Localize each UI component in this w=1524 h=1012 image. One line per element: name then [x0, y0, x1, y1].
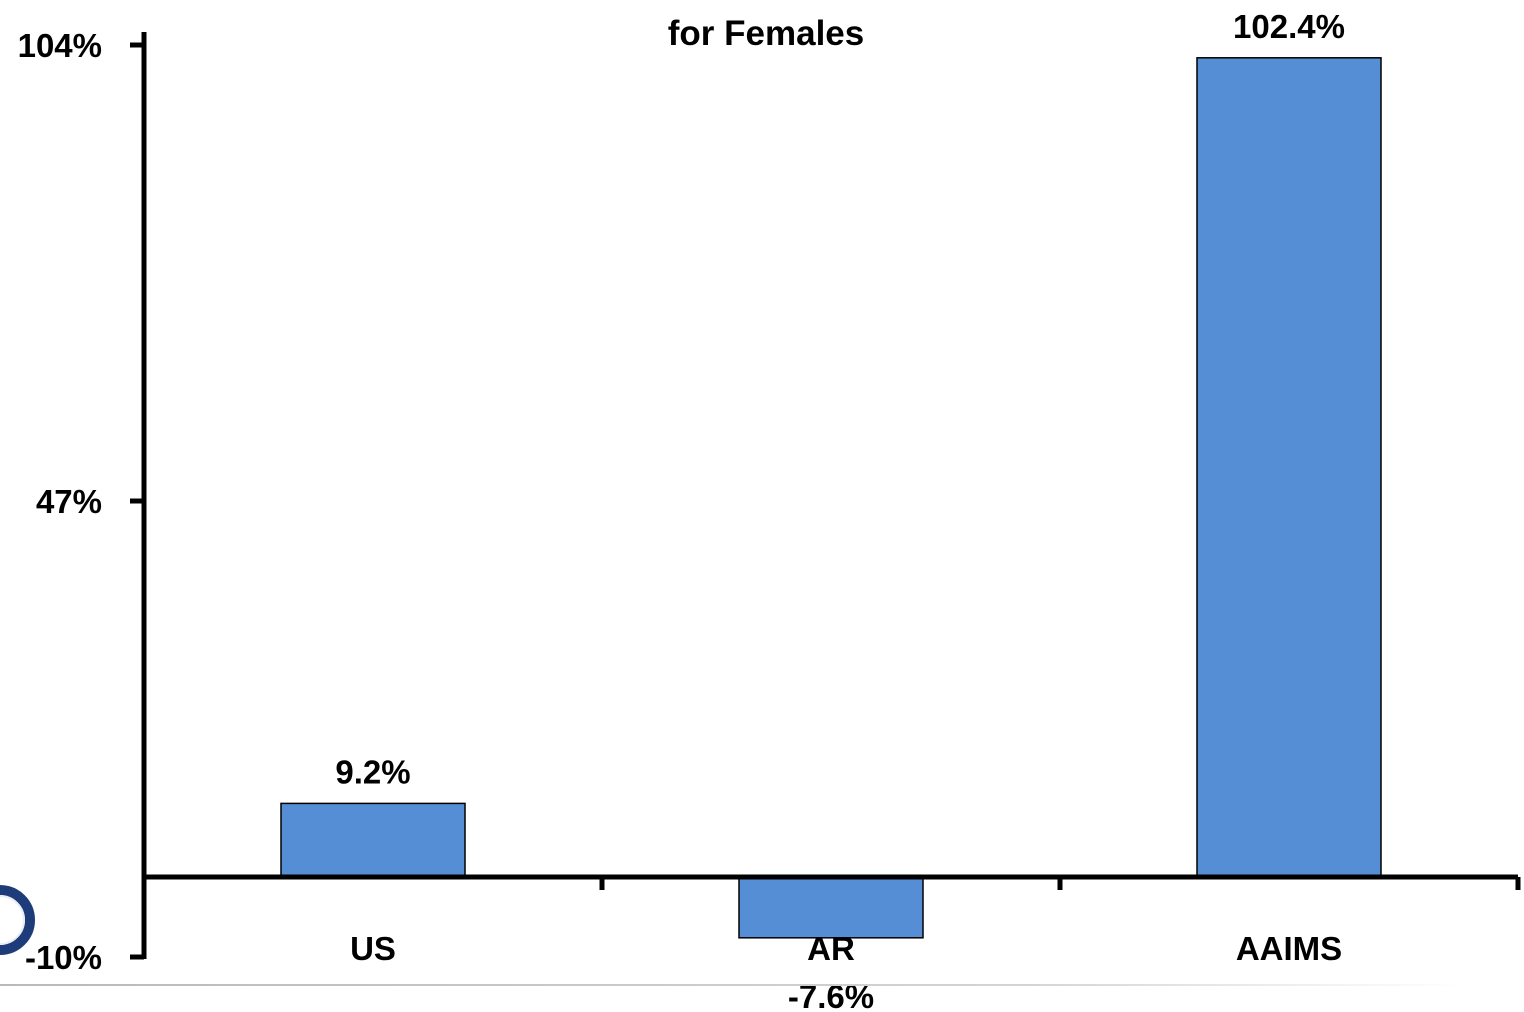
bar-us — [280, 802, 466, 878]
data-label-aaims: 102.4% — [1233, 8, 1345, 45]
x-tick-label-ar: AR — [807, 930, 855, 967]
footer-divider — [0, 984, 1466, 986]
chart-title-line-2: for Females — [667, 14, 865, 53]
bar-aaims — [1196, 57, 1382, 878]
data-label-ar: -7.6% — [788, 978, 874, 1012]
x-tick-label-us: US — [350, 930, 396, 967]
y-tick-label: 47% — [36, 483, 102, 520]
bar-ar — [738, 876, 924, 939]
circular-logo-icon — [0, 885, 35, 955]
y-tick-label: 104% — [18, 27, 102, 64]
x-tick-label-aaims: AAIMS — [1236, 930, 1342, 967]
y-tick-label: -10% — [25, 939, 102, 976]
data-label-us: 9.2% — [335, 753, 410, 790]
